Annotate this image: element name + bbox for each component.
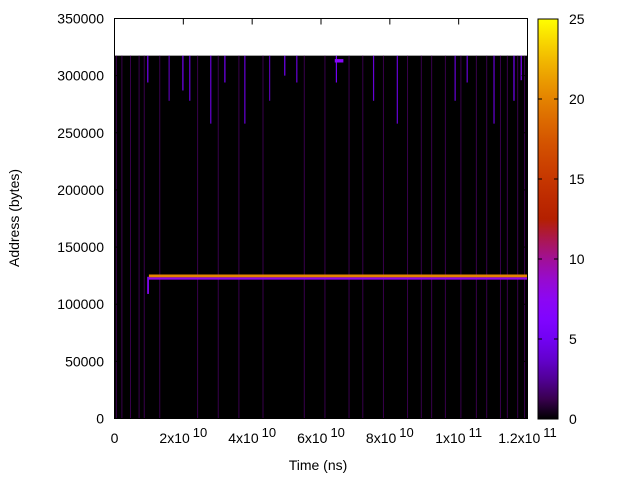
heatmap-faint-stripe	[431, 55, 433, 419]
heatmap-band	[147, 276, 149, 294]
heatmap-faint-stripe	[143, 55, 145, 419]
y-tick-label: 150000	[57, 239, 104, 255]
heatmap-stripe	[189, 55, 191, 101]
heatmap-stripe	[493, 55, 495, 124]
heatmap-faint-stripe	[460, 55, 462, 419]
heatmap-faint-stripe	[420, 55, 422, 419]
heatmap-faint-stripe	[382, 55, 384, 419]
heatmap-faint-stripe	[444, 55, 446, 419]
colorbar-tick-label: 5	[569, 331, 577, 347]
y-axis: 0 50000 100000 150000 200000 250000 300000 3500…	[57, 11, 528, 427]
heatmap-stripe	[182, 55, 184, 91]
heatmap-band	[334, 59, 344, 63]
y-tick-label: 350000	[57, 11, 104, 27]
x-tick-label: 4x10 10	[228, 425, 276, 446]
x-tick-label: 6x10 10	[297, 425, 345, 446]
heatmap-faint-stripe	[238, 55, 240, 419]
heatmap-faint-stripe	[506, 55, 508, 419]
x-tick-label: 1.2x10 11	[498, 425, 557, 446]
heatmap-faint-stripe	[324, 55, 326, 419]
colorbar-tick-label: 10	[569, 251, 585, 267]
colorbar-tick-label: 0	[569, 411, 577, 427]
heatmap-stripe	[513, 55, 515, 101]
y-tick-label: 100000	[57, 296, 104, 312]
heatmap-stripe	[296, 55, 298, 83]
heatmap-faint-stripe	[262, 55, 264, 419]
heatmap-stripe	[210, 55, 212, 124]
x-axis-label: Time (ns)	[289, 457, 348, 473]
colorbar-tick-label: 25	[569, 11, 585, 27]
colorbar-tick-label: 15	[569, 171, 585, 187]
heatmap-faint-stripe	[517, 55, 519, 419]
colorbar	[537, 18, 559, 420]
x-tick-label: 0	[111, 430, 119, 446]
y-tick-label: 50000	[65, 353, 104, 369]
y-tick-label: 200000	[57, 182, 104, 198]
heatmap-band	[148, 277, 528, 280]
heatmap-faint-stripe	[217, 55, 219, 419]
x-tick-label: 8x10 10	[366, 425, 414, 446]
y-axis-label: Address (bytes)	[6, 169, 22, 267]
heatmap-faint-stripe	[407, 55, 409, 419]
heatmap-faint-stripe	[138, 55, 140, 419]
heatmap-faint-stripe	[159, 55, 161, 419]
heatmap-faint-stripe	[486, 55, 488, 419]
x-tick-label: 1x10 11	[435, 425, 482, 446]
heatmap-stripe	[335, 55, 337, 83]
heatmap-stripe	[284, 55, 286, 76]
heatmap-stripe	[396, 55, 398, 124]
heatmap-background	[114, 55, 528, 419]
y-tick-label: 0	[96, 411, 104, 427]
y-tick-label: 250000	[57, 125, 104, 141]
heatmap-stripe	[244, 55, 246, 124]
heatmap-stripe	[224, 55, 226, 83]
heatmap-band	[148, 274, 528, 278]
heatmap-faint-stripe	[348, 55, 350, 419]
heatmap-faint-stripe	[303, 55, 305, 419]
heatmap-faint-stripe	[362, 55, 364, 419]
heatmap-faint-stripe	[475, 55, 477, 419]
heatmap-faint-stripe	[121, 55, 123, 419]
heatmap-faint-stripe	[499, 55, 501, 419]
plot-area	[114, 55, 528, 419]
heatmap-stripe	[269, 55, 271, 101]
heatmap-stripe	[466, 55, 468, 83]
y-tick-label: 300000	[57, 68, 104, 84]
heatmap-stripe	[168, 55, 170, 101]
x-axis: 0 2x10 10 4x10 10 6x10 10 8x10 10 1x10 11 1.2x10 11	[111, 18, 557, 446]
heatmap-faint-stripe	[129, 55, 131, 419]
colorbar-axis: 0 5 10 15 20 25	[538, 11, 585, 427]
heatmap-stripe	[454, 55, 456, 101]
heatmap-stripe	[520, 55, 522, 81]
heatmap-faint-stripe	[115, 55, 117, 419]
heatmap-faint-stripe	[197, 55, 199, 419]
heatmap-faint-stripe	[524, 55, 526, 419]
heatmap-stripe	[147, 55, 149, 83]
colorbar-tick-label: 20	[569, 91, 585, 107]
heatmap-stripe	[372, 55, 375, 101]
x-tick-label: 2x10 10	[159, 425, 207, 446]
